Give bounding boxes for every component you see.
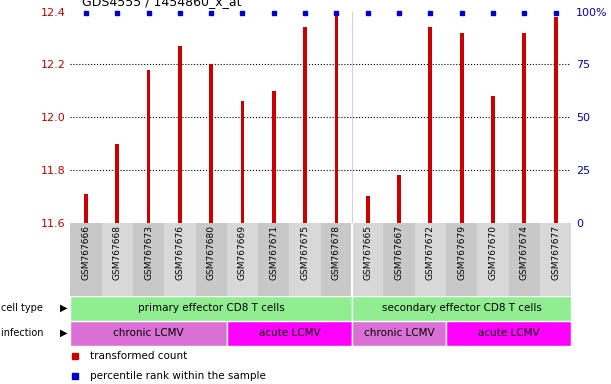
Bar — [366, 196, 370, 223]
Bar — [133, 223, 164, 296]
Bar — [272, 91, 276, 223]
Text: acute LCMV: acute LCMV — [258, 328, 320, 338]
Text: transformed count: transformed count — [90, 351, 188, 361]
Text: GSM767678: GSM767678 — [332, 225, 341, 280]
Bar — [477, 223, 509, 296]
Text: GDS4555 / 1454860_x_at: GDS4555 / 1454860_x_at — [82, 0, 242, 8]
Text: cell type: cell type — [1, 303, 46, 313]
Bar — [241, 101, 244, 223]
Text: GSM767679: GSM767679 — [457, 225, 466, 280]
Text: GSM767667: GSM767667 — [395, 225, 403, 280]
Bar — [101, 223, 133, 296]
Text: chronic LCMV: chronic LCMV — [364, 328, 434, 338]
Text: GSM767673: GSM767673 — [144, 225, 153, 280]
Bar — [164, 223, 196, 296]
Bar — [178, 46, 181, 223]
Bar — [509, 223, 540, 296]
Text: percentile rank within the sample: percentile rank within the sample — [90, 371, 266, 381]
Bar — [384, 223, 415, 296]
Text: GSM767668: GSM767668 — [113, 225, 122, 280]
Text: GSM767665: GSM767665 — [364, 225, 372, 280]
Bar — [335, 14, 338, 223]
Bar — [70, 223, 101, 296]
Bar — [70, 321, 227, 346]
Text: GSM767672: GSM767672 — [426, 225, 435, 280]
Bar — [227, 321, 352, 346]
Bar — [321, 223, 352, 296]
Text: GSM767675: GSM767675 — [301, 225, 310, 280]
Text: GSM767674: GSM767674 — [520, 225, 529, 280]
Text: ▶: ▶ — [60, 303, 67, 313]
Bar — [460, 33, 464, 223]
Bar — [196, 223, 227, 296]
Text: GSM767666: GSM767666 — [81, 225, 90, 280]
Text: ▶: ▶ — [60, 328, 67, 338]
Bar — [446, 321, 571, 346]
Text: infection: infection — [1, 328, 47, 338]
Bar — [258, 223, 290, 296]
Text: GSM767669: GSM767669 — [238, 225, 247, 280]
Bar — [397, 175, 401, 223]
Text: secondary effector CD8 T cells: secondary effector CD8 T cells — [382, 303, 541, 313]
Bar — [352, 296, 571, 321]
Text: GSM767680: GSM767680 — [207, 225, 216, 280]
Text: GSM767677: GSM767677 — [551, 225, 560, 280]
Text: GSM767676: GSM767676 — [175, 225, 185, 280]
Bar — [210, 65, 213, 223]
Bar — [540, 223, 571, 296]
Bar — [70, 296, 352, 321]
Bar — [522, 33, 526, 223]
Text: acute LCMV: acute LCMV — [478, 328, 540, 338]
Bar — [428, 27, 432, 223]
Bar — [227, 223, 258, 296]
Bar — [554, 17, 557, 223]
Bar — [415, 223, 446, 296]
Text: primary effector CD8 T cells: primary effector CD8 T cells — [138, 303, 285, 313]
Text: chronic LCMV: chronic LCMV — [113, 328, 184, 338]
Bar — [352, 321, 446, 346]
Text: GSM767671: GSM767671 — [269, 225, 278, 280]
Bar — [303, 27, 307, 223]
Bar — [491, 96, 495, 223]
Bar — [115, 144, 119, 223]
Bar — [446, 223, 477, 296]
Bar — [147, 70, 150, 223]
Bar — [352, 223, 384, 296]
Bar — [84, 194, 88, 223]
Bar — [290, 223, 321, 296]
Text: GSM767670: GSM767670 — [489, 225, 497, 280]
